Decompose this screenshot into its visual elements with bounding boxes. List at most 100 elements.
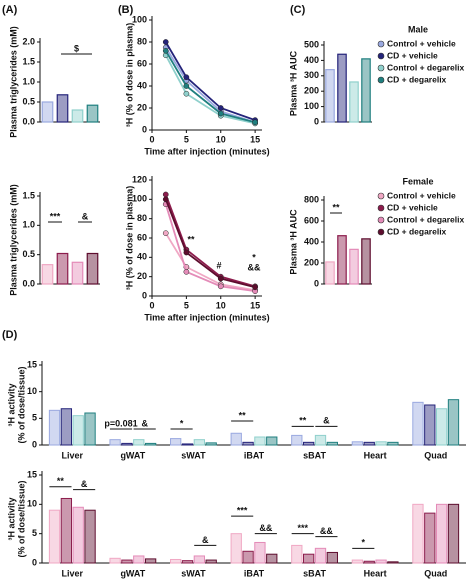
bar xyxy=(254,541,266,564)
bar xyxy=(41,264,54,285)
y-axis-label: (% of dose/tissue) xyxy=(16,480,26,557)
annotation: $ xyxy=(74,43,79,53)
annotation: # xyxy=(216,260,221,270)
x-tick-label: Heart xyxy=(364,450,387,460)
x-tick-label: 0 xyxy=(149,300,154,310)
bar xyxy=(193,439,205,446)
bar xyxy=(314,547,327,564)
bar xyxy=(363,441,375,446)
y-tick-label: 200 xyxy=(304,257,319,267)
y-tick-label: 400 xyxy=(304,236,319,246)
bar xyxy=(181,443,194,446)
x-tick-label: Liver xyxy=(62,450,84,460)
y-tick-label: 200 xyxy=(304,86,319,96)
y-axis-label: ³H activity xyxy=(6,383,16,426)
bar xyxy=(387,561,399,564)
legend-marker xyxy=(377,228,385,236)
x-tick-label: gWAT xyxy=(120,568,145,578)
y-tick-label: 0.0 xyxy=(22,116,35,126)
bar xyxy=(170,438,182,446)
bar xyxy=(86,104,99,123)
x-tick-label: Liver xyxy=(62,568,84,578)
x-tick-label: sWAT xyxy=(181,568,206,578)
y-tick-label: 40 xyxy=(137,80,147,90)
bar xyxy=(435,408,448,446)
bar xyxy=(133,439,145,446)
legend-marker xyxy=(377,192,385,200)
annotation: p=0.081 xyxy=(104,418,137,428)
y-tick-label: 80 xyxy=(137,36,147,46)
y-tick-label: 0.0 xyxy=(22,278,35,288)
x-tick-label: Quad xyxy=(424,450,447,460)
y-tick-label: 300 xyxy=(304,70,319,80)
annotation: ** xyxy=(187,234,195,244)
bar xyxy=(181,560,194,564)
series-line xyxy=(164,54,256,125)
bar xyxy=(361,238,371,285)
bar xyxy=(254,436,266,446)
y-tick-label: 1.0 xyxy=(22,220,35,230)
legend-title: Male xyxy=(408,24,428,34)
x-tick-label: sBAT xyxy=(303,568,326,578)
bar xyxy=(84,412,96,446)
series-line xyxy=(164,232,256,292)
bar xyxy=(361,58,371,123)
bar xyxy=(337,53,347,123)
data-point xyxy=(183,268,190,275)
y-tick-label: 500 xyxy=(304,39,319,49)
y-tick-label: 120 xyxy=(132,174,147,184)
data-point xyxy=(162,196,169,203)
annotation: * xyxy=(180,418,184,428)
x-tick-label: 5 xyxy=(184,134,189,144)
annotation: & xyxy=(81,479,88,489)
data-point xyxy=(217,275,224,282)
bar xyxy=(193,555,205,564)
data-point xyxy=(183,90,190,97)
bar xyxy=(205,559,217,564)
bar xyxy=(242,550,254,564)
bar xyxy=(144,442,157,446)
bar xyxy=(133,555,145,564)
bar xyxy=(72,506,84,564)
data-point xyxy=(183,83,190,89)
x-tick-label: sWAT xyxy=(181,450,206,460)
bar xyxy=(375,441,387,446)
legend-label: Control + degarelix xyxy=(387,62,464,72)
annotation: & xyxy=(323,416,330,426)
y-tick-label: 1.0 xyxy=(22,76,35,86)
legend-label: CD + vehicle xyxy=(387,202,438,212)
bar xyxy=(447,503,460,564)
y-tick-label: 60 xyxy=(137,58,147,68)
x-tick-label: 10 xyxy=(216,300,226,310)
bar xyxy=(447,399,460,446)
bar xyxy=(60,408,73,446)
annotation: & xyxy=(202,535,209,545)
bar xyxy=(71,261,84,285)
y-axis-label: Plasma ³H AUC xyxy=(288,50,298,116)
bar xyxy=(48,409,61,446)
y-axis-label: Plasma triglycerides (mM) xyxy=(8,184,18,296)
bar xyxy=(363,560,375,564)
y-tick-label: 2.0 xyxy=(22,36,35,46)
bar xyxy=(60,497,73,564)
y-tick-label: 5 xyxy=(32,528,37,538)
bar xyxy=(109,557,121,564)
legend-marker xyxy=(377,40,385,48)
legend-label: CD + degarelix xyxy=(387,74,447,84)
y-tick-label: 15 xyxy=(27,359,37,369)
bar xyxy=(86,252,99,285)
y-tick-label: 600 xyxy=(304,215,319,225)
legend-marker xyxy=(377,204,385,212)
series-line xyxy=(164,47,256,124)
y-tick-label: 0 xyxy=(142,290,147,300)
y-tick-label: 0.5 xyxy=(22,96,35,106)
y-tick-label: 800 xyxy=(304,194,319,204)
legend-label: Control + vehicle xyxy=(387,190,456,200)
bar xyxy=(325,69,335,123)
data-point xyxy=(162,191,169,198)
data-point xyxy=(217,283,224,290)
bar xyxy=(375,559,387,564)
y-tick-label: 1.5 xyxy=(22,190,35,200)
y-tick-label: 5 xyxy=(32,413,37,423)
series-line xyxy=(164,199,256,289)
